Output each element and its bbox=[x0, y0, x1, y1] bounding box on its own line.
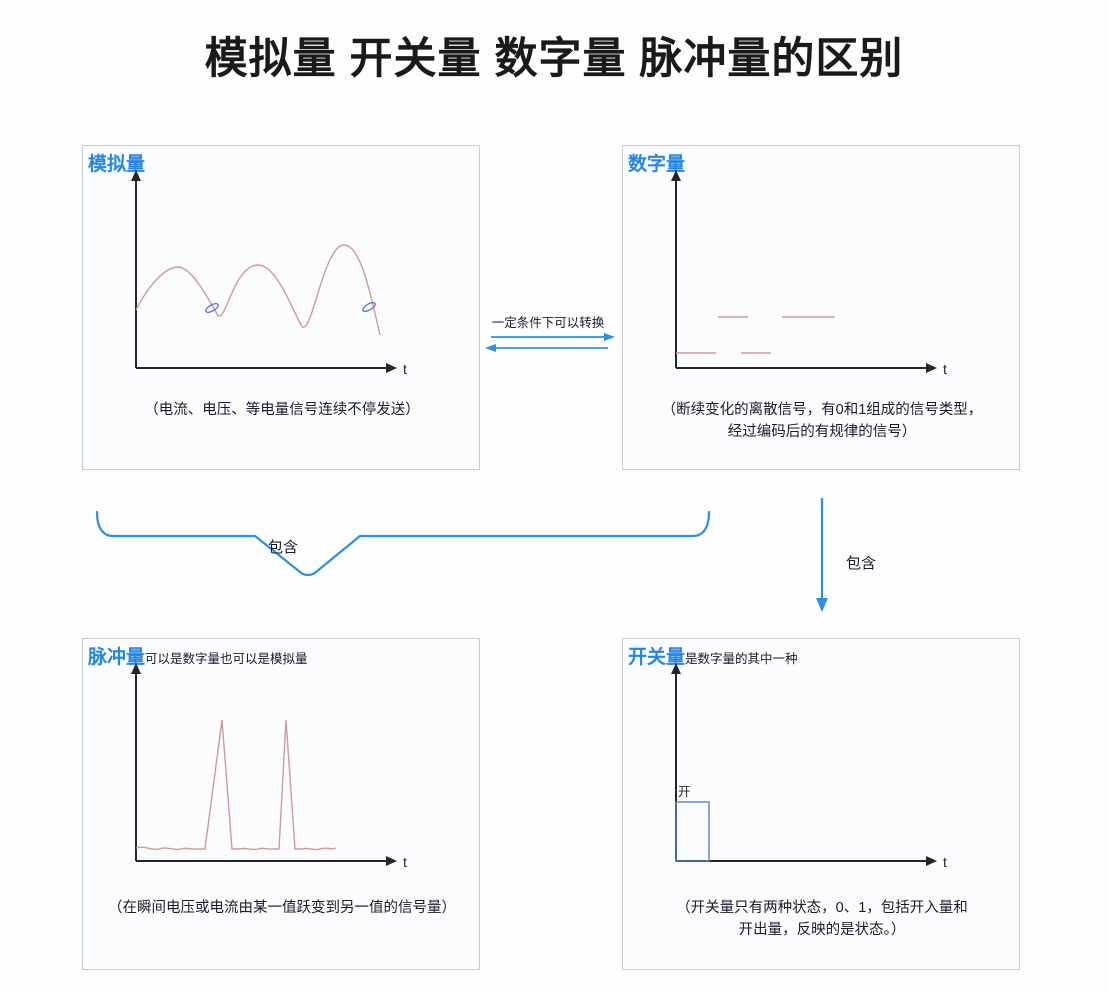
svg-text:t: t bbox=[943, 361, 947, 377]
svg-text:t: t bbox=[403, 854, 407, 870]
svg-text:包含: 包含 bbox=[846, 555, 876, 572]
svg-text:t: t bbox=[403, 361, 407, 377]
svg-text:t: t bbox=[943, 854, 947, 870]
svg-text:开: 开 bbox=[678, 785, 691, 799]
svg-text:一定条件下可以转换: 一定条件下可以转换 bbox=[492, 315, 605, 330]
svg-text:包含: 包含 bbox=[268, 539, 298, 556]
